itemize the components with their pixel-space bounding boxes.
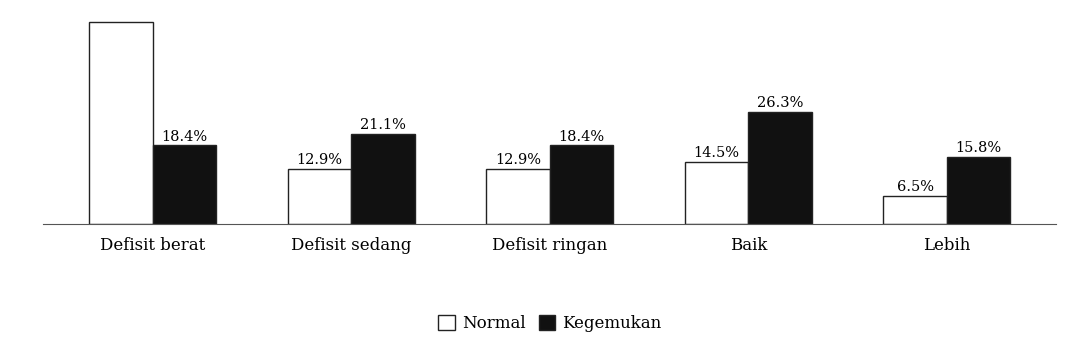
Text: 12.9%: 12.9% [296,153,343,167]
Text: 18.4%: 18.4% [558,130,605,144]
Bar [550,145,613,224]
Text: 21.1%: 21.1% [360,118,406,132]
Bar [748,112,812,224]
Text: 18.4%: 18.4% [162,130,208,144]
Bar [288,169,351,224]
Text: 6.5%: 6.5% [897,180,934,195]
Bar [89,22,153,224]
Legend: Normal, Kegemukan: Normal, Kegemukan [431,309,668,339]
Text: 26.3%: 26.3% [757,96,803,110]
Bar [486,169,550,224]
Bar [351,134,415,224]
Text: 14.5%: 14.5% [693,146,740,160]
Bar [946,157,1010,224]
Text: 15.8%: 15.8% [955,141,1001,155]
Text: 12.9%: 12.9% [495,153,541,167]
Bar [685,162,748,224]
Bar [153,145,217,224]
Bar [883,196,946,224]
